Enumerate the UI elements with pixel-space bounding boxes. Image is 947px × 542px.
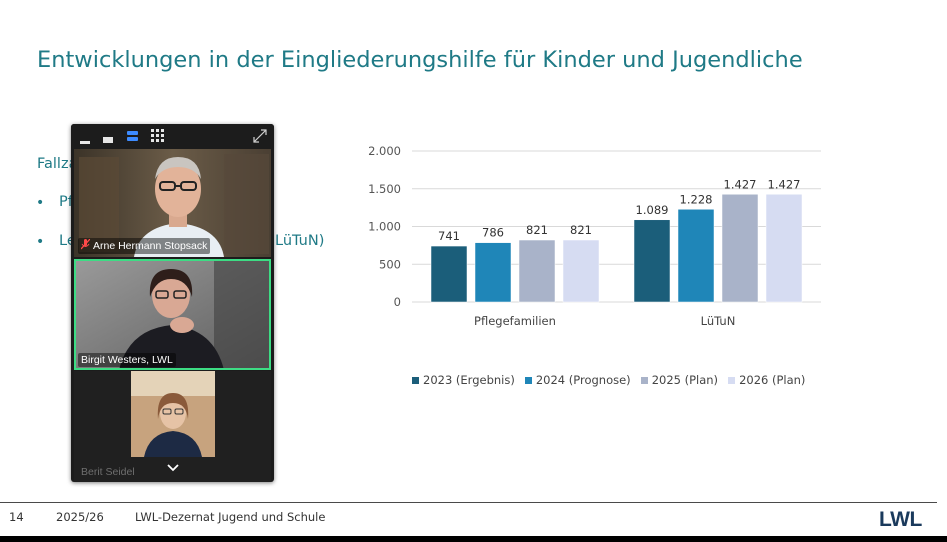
footer-divider: [0, 502, 937, 503]
legend-label-2023: 2023 (Ergebnis): [423, 373, 515, 387]
chart-legend: 2023 (Ergebnis) 2024 (Prognose) 2025 (Pl…: [412, 373, 805, 387]
participant-tile-1[interactable]: Arne Hermann Stopsack: [74, 149, 271, 257]
data-label: 821: [526, 223, 548, 237]
data-label: 1.089: [636, 203, 669, 217]
gallery-view-icon[interactable]: [151, 129, 164, 147]
chevron-down-icon[interactable]: [166, 460, 180, 478]
bar-LüTuN-2025 (Plan): [721, 194, 759, 303]
legend-label-2026: 2026 (Plan): [739, 373, 806, 387]
bullet-text-2-tail: LüTuN): [275, 233, 325, 249]
bar-LüTuN-2026 (Plan): [765, 194, 803, 303]
bar-chart: 0 500 1.000 1.500 2.000 741 786 821 821 Pflegefam…: [368, 144, 821, 328]
bullet-symbol-1: •: [36, 195, 45, 211]
y-tick-label: 1.500: [368, 182, 401, 196]
participant-tile-2[interactable]: Birgit Westers, LWL: [74, 259, 271, 370]
participant-name-tag-1: Arne Hermann Stopsack: [78, 238, 211, 254]
legend-item-2024: 2024 (Prognose): [524, 373, 631, 387]
slide-title: Entwicklungen in der Eingliederungshilfe…: [37, 47, 803, 73]
y-tick-label: 1.000: [368, 220, 401, 234]
participant-name-2: Birgit Westers, LWL: [81, 354, 173, 366]
bar-LüTuN-2024 (Prognose): [677, 209, 715, 303]
participant-video-1: [74, 149, 271, 257]
legend-item-2026: 2026 (Plan): [728, 373, 805, 387]
y-tick-label: 0: [394, 295, 401, 309]
data-label: 821: [570, 223, 592, 237]
bullet-symbol-2: •: [36, 234, 45, 250]
legend-item-2023: 2023 (Ergebnis): [412, 373, 515, 387]
speaker-view-icon[interactable]: [127, 130, 139, 148]
legend-swatch-2026: [728, 376, 736, 384]
bullet-text-1: Pf: [59, 194, 73, 210]
participant-name-3: Berit Seidel: [81, 466, 135, 478]
participant-tile-3[interactable]: Berit Seidel: [74, 371, 271, 482]
legend-swatch-2023: [412, 376, 419, 384]
microphone-muted-icon: [80, 238, 91, 253]
x-category-label: Pflegefamilien: [474, 314, 556, 328]
y-tick-label: 2.000: [368, 144, 401, 158]
bar-Pflegefamilien-2023 (Ergebnis): [430, 245, 468, 303]
participant-name-1: Arne Hermann Stopsack: [93, 240, 208, 252]
bar-Pflegefamilien-2024 (Prognose): [474, 242, 512, 303]
legend-item-2025: 2025 (Plan): [640, 373, 719, 387]
screen-bottom-bar: [0, 536, 947, 542]
participant-name-tag-3: Berit Seidel: [78, 465, 138, 479]
bar-LüTuN-2023 (Ergebnis): [633, 219, 671, 303]
video-call-panel[interactable]: Arne Hermann Stopsack Birgit Westers, LW…: [71, 124, 274, 482]
participant-name-tag-2: Birgit Westers, LWL: [78, 353, 176, 367]
body-heading: Fallza: [37, 156, 78, 172]
data-label: 1.427: [768, 177, 801, 191]
data-label: 741: [438, 229, 460, 243]
legend-label-2025: 2025 (Plan): [651, 373, 719, 387]
y-tick-label: 500: [379, 257, 401, 271]
minimize-view-icon[interactable]: [80, 132, 91, 150]
legend-label-2024: 2024 (Prognose): [535, 373, 631, 387]
expand-icon[interactable]: [253, 129, 267, 148]
participant-video-3: [74, 371, 271, 482]
lwl-logo: LWL: [879, 508, 922, 531]
data-label: 1.427: [724, 177, 757, 191]
data-label: 1.228: [680, 192, 713, 206]
footer-department: LWL-Dezernat Jugend und Schule: [135, 510, 326, 524]
bar-Pflegefamilien-2026 (Plan): [562, 239, 600, 303]
participant-video-2: [74, 259, 271, 370]
legend-swatch-2025: [640, 376, 648, 384]
data-label: 786: [482, 226, 504, 240]
strip-view-icon[interactable]: [103, 132, 114, 150]
x-category-label: LüTuN: [701, 314, 736, 328]
legend-swatch-2024: [524, 376, 532, 384]
page-number: 14: [9, 510, 24, 524]
call-view-toolbar: [71, 124, 274, 149]
bar-Pflegefamilien-2025 (Plan): [518, 239, 556, 303]
footer-year: 2025/26: [56, 510, 104, 524]
